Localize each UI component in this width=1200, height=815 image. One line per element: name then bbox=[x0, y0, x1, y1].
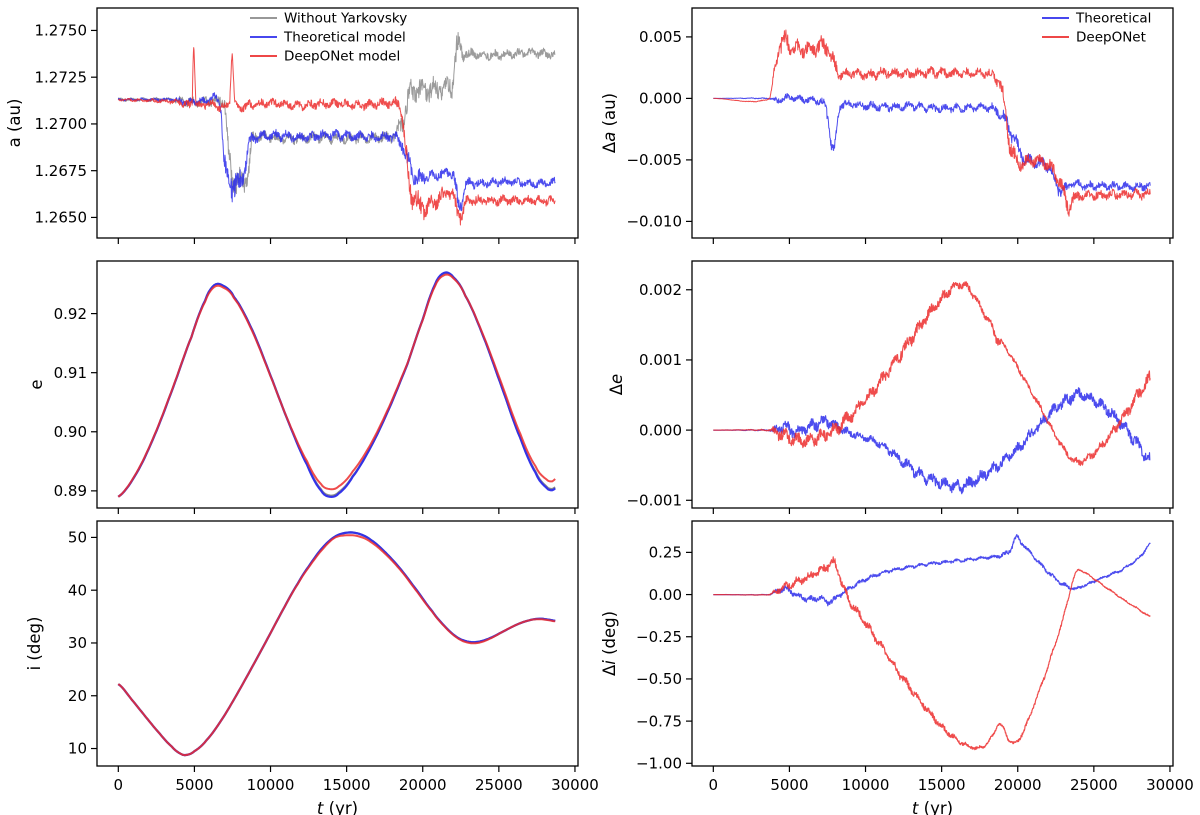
x-tick-label: 0 bbox=[114, 776, 124, 794]
legend-label: Theoretical bbox=[1075, 11, 1151, 27]
y-tick-label: 0.91 bbox=[54, 364, 87, 382]
y-tick-label: −0.75 bbox=[636, 712, 682, 730]
panel-a: 1.2650 1.2675 1.2700 1.2725 1.2750 a (au) With… bbox=[5, 7, 579, 244]
series-group-i bbox=[117, 531, 556, 757]
y-tick-label: 0.000 bbox=[639, 421, 682, 439]
legend-a: Without Yarkovsky Theoretical model DeepON… bbox=[250, 11, 407, 65]
y-tick-label: 1.2750 bbox=[35, 22, 88, 40]
y-axis-label-i: i (deg) bbox=[25, 617, 44, 671]
y-tick-label: 0.25 bbox=[649, 544, 682, 562]
y-tick-label: 0.005 bbox=[639, 28, 682, 46]
series-deeponet bbox=[713, 556, 1151, 751]
y-tick-label: 0.002 bbox=[639, 281, 682, 299]
series-group-e bbox=[117, 271, 556, 498]
series-group-di bbox=[713, 534, 1151, 751]
x-tick-label: 25000 bbox=[475, 776, 523, 794]
x-tick-label: 15000 bbox=[918, 776, 966, 794]
panel-di: 0 5000 10000 15000 20000 25000 30000 −1.00 −0.75… bbox=[600, 520, 1194, 815]
series-theoretical bbox=[713, 387, 1151, 495]
y-tick-label: 0.89 bbox=[54, 482, 87, 500]
panel-da: −0.010 −0.005 0.000 0.005 Δa (au) Theoretical… bbox=[600, 7, 1174, 244]
x-tick-label: 0 bbox=[709, 776, 719, 794]
x-axis-label-di: t (yr) bbox=[912, 799, 953, 815]
y-axis-label-da: Δa (au) bbox=[600, 93, 619, 153]
series-group-da bbox=[713, 29, 1151, 217]
x-tick-label: 10000 bbox=[247, 776, 295, 794]
y-axis-label-a: a (au) bbox=[5, 99, 24, 148]
series-theoretical bbox=[713, 534, 1151, 607]
legend-label: DeepONet model bbox=[284, 49, 400, 65]
series-theoretical-model bbox=[117, 92, 556, 212]
y-tick-label: 1.2650 bbox=[35, 209, 88, 227]
x-tick-label: 20000 bbox=[994, 776, 1042, 794]
x-tick-label: 25000 bbox=[1070, 776, 1118, 794]
y-tick-label: 1.2700 bbox=[35, 115, 88, 133]
plot-frame-a bbox=[96, 7, 579, 239]
series-theoretical-model bbox=[117, 531, 556, 757]
y-tick-label: 0.001 bbox=[639, 351, 682, 369]
y-tick-label: 0.90 bbox=[54, 423, 87, 441]
x-tick-label: 30000 bbox=[551, 776, 599, 794]
plot-frame-da bbox=[691, 7, 1174, 239]
x-tick-label: 5000 bbox=[175, 776, 213, 794]
series-deeponet-model bbox=[117, 47, 556, 226]
x-tick-label: 15000 bbox=[323, 776, 371, 794]
plot-frame-di bbox=[691, 520, 1174, 767]
series-theoretical bbox=[713, 93, 1151, 197]
legend-label: Theoretical model bbox=[283, 30, 406, 46]
y-axis-label-de: Δe bbox=[607, 374, 626, 395]
x-tick-label: 20000 bbox=[399, 776, 447, 794]
series-group-a bbox=[117, 32, 556, 226]
series-deeponet bbox=[713, 29, 1151, 217]
plot-frame-e bbox=[96, 260, 579, 509]
series-without-yarkovsky bbox=[117, 271, 556, 498]
x-tick-label: 10000 bbox=[842, 776, 890, 794]
y-axis-label-di: Δi (deg) bbox=[600, 611, 619, 676]
series-without-yarkovsky bbox=[117, 531, 556, 757]
y-tick-label: −0.001 bbox=[626, 491, 682, 509]
y-tick-label: 40 bbox=[68, 581, 87, 599]
series-deeponet bbox=[713, 281, 1151, 467]
y-tick-label: −0.010 bbox=[626, 213, 682, 231]
panel-i: 0 5000 10000 15000 20000 25000 30000 10 20 30 40 50… bbox=[25, 520, 599, 815]
y-tick-label: −1.00 bbox=[636, 755, 682, 773]
y-tick-label: 0.000 bbox=[639, 90, 682, 108]
x-tick-label: 30000 bbox=[1146, 776, 1194, 794]
panel-e: 0.89 0.90 0.91 0.92 e bbox=[27, 260, 579, 514]
y-tick-label: 1.2725 bbox=[35, 68, 88, 86]
y-tick-label: 0.92 bbox=[54, 305, 87, 323]
series-group-de bbox=[713, 281, 1151, 495]
y-tick-label: 50 bbox=[68, 529, 87, 547]
y-tick-label: −0.25 bbox=[636, 628, 682, 646]
series-theoretical-model bbox=[117, 271, 556, 498]
y-tick-label: −0.50 bbox=[636, 670, 682, 688]
y-tick-label: 10 bbox=[68, 740, 87, 758]
y-axis-label-e: e bbox=[27, 379, 46, 389]
y-tick-label: 30 bbox=[68, 634, 87, 652]
panel-de: −0.001 0.000 0.001 0.002 Δe bbox=[607, 260, 1174, 514]
y-tick-label: 1.2675 bbox=[35, 162, 88, 180]
x-axis-label-i: t (yr) bbox=[317, 799, 358, 815]
x-tick-label: 5000 bbox=[770, 776, 808, 794]
legend-da: Theoretical DeepONet bbox=[1042, 11, 1151, 46]
plot-frame-de bbox=[691, 260, 1174, 509]
plot-frame-i bbox=[96, 520, 579, 767]
y-tick-label: 20 bbox=[68, 687, 87, 705]
y-tick-label: 0.00 bbox=[649, 586, 682, 604]
series-deeponet-model bbox=[117, 273, 556, 498]
legend-label: DeepONet bbox=[1076, 30, 1146, 46]
y-tick-label: −0.005 bbox=[626, 151, 682, 169]
legend-label: Without Yarkovsky bbox=[284, 11, 407, 27]
series-deeponet-model bbox=[117, 534, 556, 757]
